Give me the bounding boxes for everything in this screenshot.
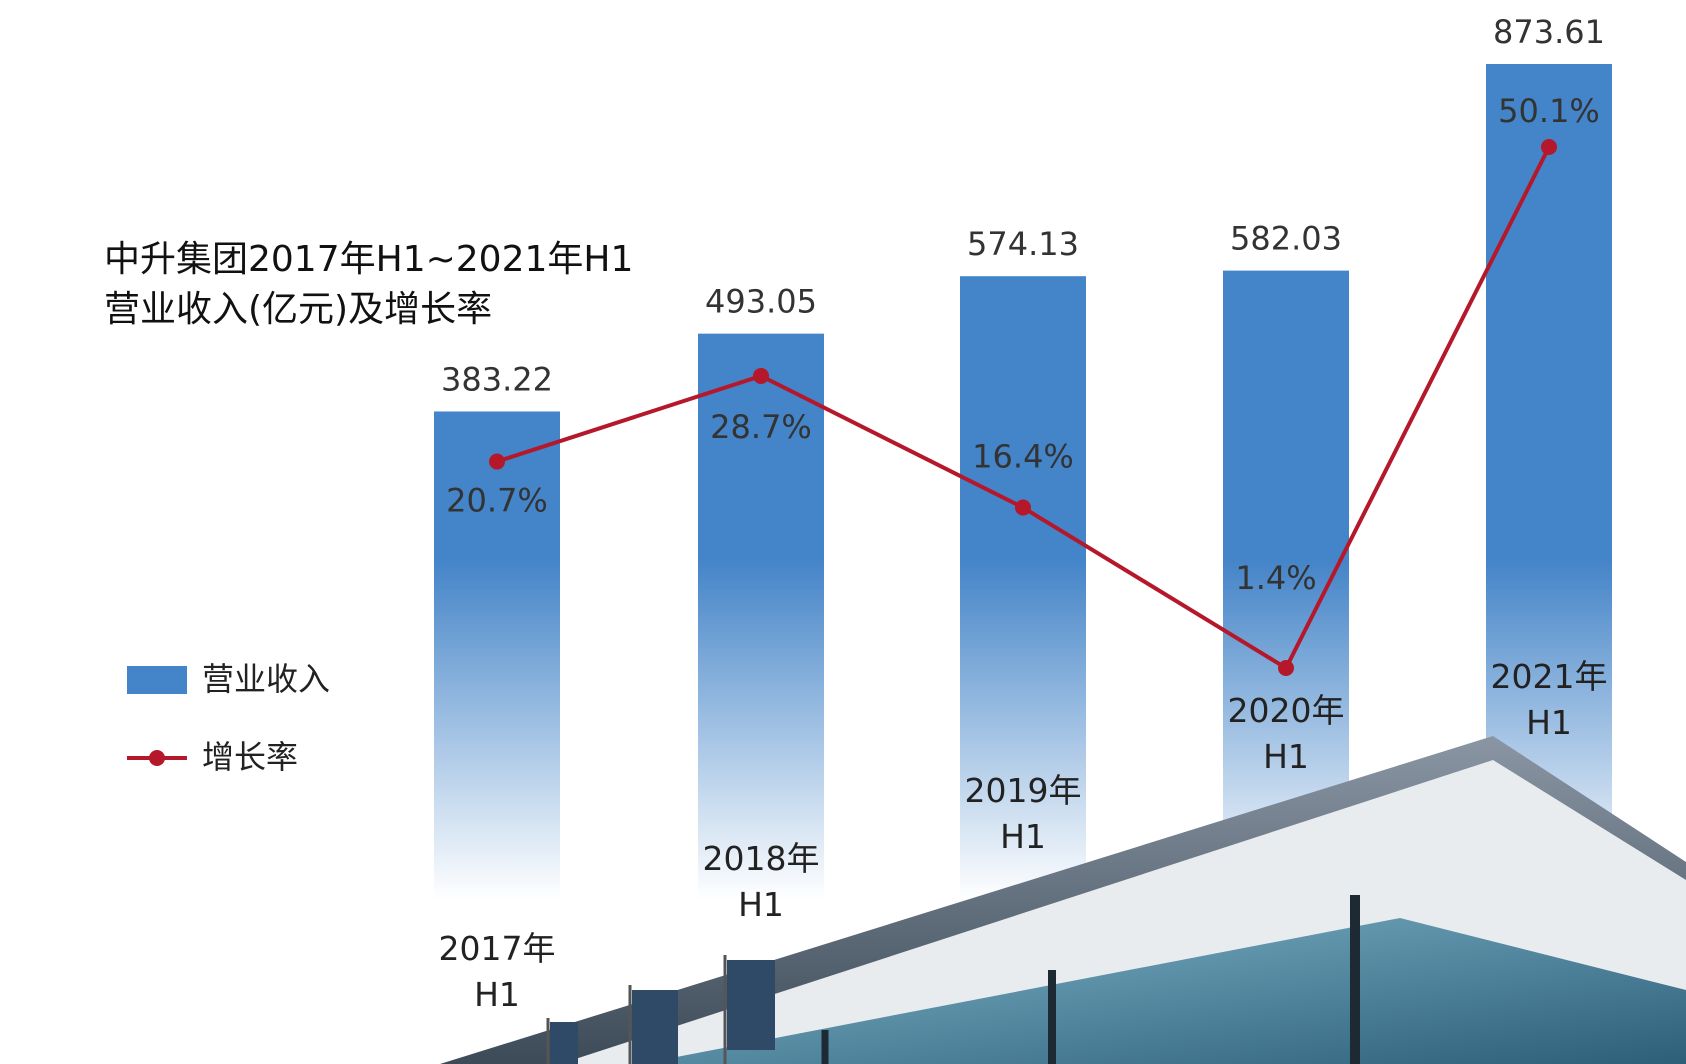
growth-label: 50.1% [1498, 92, 1600, 130]
growth-marker [1541, 139, 1557, 155]
value-label: 383.22 [441, 360, 553, 398]
building-glass [640, 918, 1686, 1064]
value-label: 873.61 [1493, 13, 1605, 51]
legend-bar-swatch [127, 666, 187, 694]
category-label: 2019年H1 [964, 771, 1082, 856]
value-label: 582.03 [1230, 220, 1342, 258]
flag [727, 960, 775, 1050]
category-label: 2020年H1 [1227, 691, 1345, 776]
growth-label: 1.4% [1235, 559, 1316, 597]
chart-subtitle: 营业收入(亿元)及增长率 [104, 289, 492, 330]
growth-marker [753, 367, 769, 384]
legend-label: 增长率 [202, 738, 298, 776]
flag [550, 1022, 578, 1064]
growth-marker [489, 453, 505, 470]
value-label: 493.05 [705, 283, 817, 321]
chart-title: 中升集团2017年H1~2021年H1 [104, 239, 633, 280]
bar [698, 333, 824, 1064]
legend-label: 营业收入 [202, 660, 330, 698]
building [440, 736, 1686, 1064]
legend-line-marker [149, 750, 165, 766]
growth-marker [1015, 499, 1031, 516]
value-label: 574.13 [967, 225, 1079, 263]
bar [434, 411, 560, 1064]
growth-label: 28.7% [710, 408, 812, 446]
category-label: 2018年H1 [702, 839, 820, 924]
line-layer [489, 139, 1557, 677]
category-label: 2021年H1 [1490, 657, 1608, 742]
growth-marker [1278, 660, 1294, 677]
category-label: 2017年H1 [438, 929, 556, 1014]
growth-label: 20.7% [446, 482, 548, 520]
growth-label: 16.4% [972, 438, 1074, 476]
flag [632, 990, 678, 1064]
